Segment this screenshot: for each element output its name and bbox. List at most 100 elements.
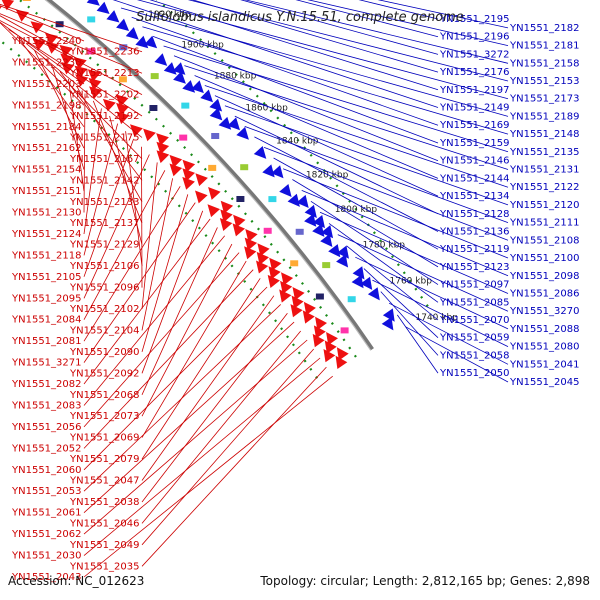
left-leader-line bbox=[83, 123, 118, 256]
left-gene-label: YN1551_2035 bbox=[69, 561, 140, 572]
forward-gene-arrow bbox=[335, 355, 348, 369]
right-gene-label: YN1551_2086 bbox=[509, 289, 580, 300]
forward-gene-arrow bbox=[195, 173, 208, 187]
forward-gene-arrow bbox=[323, 349, 336, 363]
right-leader-line bbox=[163, 45, 509, 153]
forward-gene-arrow bbox=[169, 154, 183, 168]
reverse-gene-arrow bbox=[351, 275, 364, 289]
left-gene-label: YN1551_2069 bbox=[69, 433, 140, 444]
left-leader-line bbox=[83, 138, 134, 277]
right-leader-line bbox=[380, 291, 439, 356]
left-gene-label: YN1551_2052 bbox=[11, 443, 82, 454]
left-leader-line bbox=[83, 304, 281, 492]
feature-block bbox=[150, 73, 159, 80]
forward-gene-arrow bbox=[116, 102, 129, 116]
feature-block bbox=[340, 327, 349, 334]
left-leader-line bbox=[141, 278, 261, 460]
right-gene-label: YN1551_2050 bbox=[439, 368, 510, 379]
right-leader-line bbox=[142, 26, 509, 135]
forward-gene-arrow bbox=[59, 44, 73, 58]
left-gene-label: YN1551_2236 bbox=[69, 47, 140, 58]
left-leader-line bbox=[0, 15, 85, 63]
reverse-gene-arrow bbox=[304, 213, 317, 227]
reverse-gene-arrow bbox=[336, 245, 349, 259]
scale-tick-label: 1920 kbp bbox=[148, 10, 191, 20]
right-leader-line bbox=[328, 223, 439, 303]
forward-gene-arrow bbox=[220, 200, 234, 214]
forward-gene-arrow bbox=[115, 94, 129, 107]
scale-tick-label: 1800 kbp bbox=[335, 205, 378, 215]
reverse-gene-arrow bbox=[312, 223, 325, 237]
right-gene-label: YN1551_2080 bbox=[509, 342, 580, 353]
genome-backbone-highlight bbox=[44, 0, 372, 351]
reverse-gene-arrow bbox=[367, 287, 380, 301]
feature-block bbox=[179, 134, 188, 141]
right-leader-line bbox=[184, 65, 509, 170]
right-gene-label: YN1551_2123 bbox=[439, 262, 510, 273]
right-leader-line bbox=[194, 75, 439, 179]
left-gene-label: YN1551_2047 bbox=[69, 476, 140, 487]
reverse-gene-arrow bbox=[320, 225, 334, 239]
feature-block bbox=[322, 262, 331, 269]
forward-gene-arrow bbox=[182, 176, 195, 190]
left-gene-label: YN1551_2084 bbox=[11, 315, 82, 326]
forward-gene-arrow bbox=[244, 246, 257, 260]
right-gene-label: YN1551_2173 bbox=[509, 94, 580, 105]
reverse-gene-arrow bbox=[227, 117, 240, 131]
left-gene-label: YN1551_2198 bbox=[11, 100, 82, 111]
right-gene-label: YN1551_2148 bbox=[509, 129, 580, 140]
dotted-ring-1 bbox=[17, 0, 359, 360]
right-leader-line bbox=[136, 0, 509, 100]
right-leader-line bbox=[149, 0, 439, 91]
left-gene-label: YN1551_2162 bbox=[11, 143, 82, 154]
forward-gene-arrow bbox=[281, 272, 294, 286]
left-leader-line bbox=[0, 5, 85, 42]
feature-block bbox=[268, 196, 277, 203]
right-gene-label: YN1551_2169 bbox=[439, 120, 510, 131]
left-leader-line bbox=[83, 269, 254, 449]
forward-gene-arrow bbox=[326, 332, 338, 346]
left-gene-label: YN1551_2192 bbox=[69, 111, 140, 122]
left-leader-line bbox=[0, 13, 143, 74]
reverse-gene-arrow bbox=[312, 215, 325, 229]
forward-gene-arrow bbox=[244, 237, 258, 251]
feature-block bbox=[295, 228, 304, 235]
right-leader-line bbox=[152, 36, 439, 144]
forward-gene-arrow bbox=[45, 33, 59, 46]
feature-block bbox=[181, 102, 190, 109]
forward-gene-arrow bbox=[156, 133, 169, 146]
reverse-gene-arrow bbox=[287, 193, 300, 207]
forward-gene-arrow bbox=[195, 190, 208, 204]
right-gene-label: YN1551_2195 bbox=[439, 14, 510, 25]
right-gene-label: YN1551_2085 bbox=[439, 297, 510, 308]
reverse-gene-arrow bbox=[236, 126, 249, 140]
reverse-gene-arrow bbox=[163, 62, 177, 75]
left-leader-line bbox=[141, 366, 327, 567]
forward-gene-arrow bbox=[219, 218, 233, 231]
left-gene-label: YN1551_2133 bbox=[69, 197, 140, 208]
right-leader-line bbox=[292, 179, 439, 268]
left-gene-label: YN1551_2230 bbox=[11, 57, 82, 68]
forward-gene-arrow bbox=[89, 86, 103, 99]
forward-gene-arrow bbox=[268, 266, 281, 280]
left-gene-label: YN1551_2202 bbox=[69, 90, 140, 101]
right-leader-line bbox=[131, 16, 439, 126]
left-leader-line bbox=[83, 186, 181, 342]
forward-gene-arrow bbox=[116, 111, 130, 125]
left-leader-line bbox=[0, 20, 143, 95]
right-gene-label: YN1551_2146 bbox=[439, 156, 510, 167]
forward-gene-arrow bbox=[302, 310, 315, 324]
left-gene-label: YN1551_2090 bbox=[69, 347, 140, 358]
left-gene-label: YN1551_2175 bbox=[69, 133, 140, 144]
forward-gene-arrow bbox=[182, 159, 196, 173]
forward-gene-arrow bbox=[73, 57, 87, 70]
right-gene-label: YN1551_2111 bbox=[509, 218, 580, 229]
reverse-gene-arrow bbox=[296, 194, 309, 208]
left-gene-label: YN1551_2079 bbox=[69, 454, 140, 465]
left-leader-line bbox=[25, 42, 143, 138]
right-gene-label: YN1551_2088 bbox=[509, 324, 580, 335]
feature-block bbox=[87, 48, 96, 55]
reverse-gene-arrow bbox=[209, 107, 223, 121]
left-gene-label: YN1551_2142 bbox=[69, 175, 140, 186]
left-gene-label: YN1551_3271 bbox=[11, 358, 82, 369]
